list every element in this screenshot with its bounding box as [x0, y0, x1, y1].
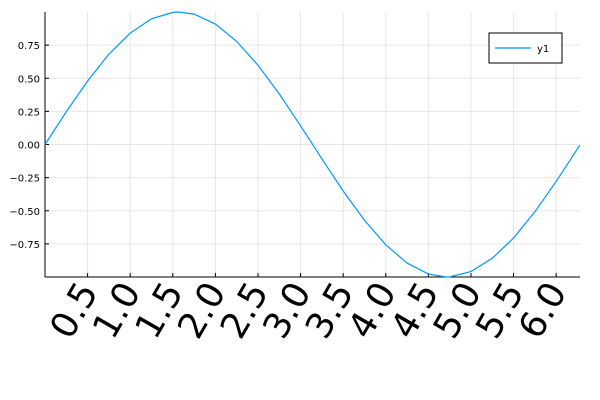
series-line-y1: [44, 11, 581, 278]
y-tick-label: 0.25: [18, 107, 40, 118]
x-tick-label: 6.0: [511, 276, 575, 346]
legend: y1: [488, 32, 563, 64]
x-tick-labels: 0.51.01.52.02.53.03.54.04.55.05.56.0: [43, 276, 576, 346]
y-tick-label: 0.75: [18, 41, 40, 52]
y-tick-label: −0.50: [9, 207, 40, 218]
y-tick-label: −0.25: [9, 174, 40, 185]
y-tick-labels: 0.75 0.50 0.25 0.00 −0.25 −0.50 −0.75: [9, 41, 40, 251]
y-tick-label: 0.50: [18, 74, 40, 85]
y-tick-label: −0.75: [9, 240, 40, 251]
legend-label: y1: [537, 44, 549, 55]
y-tick-label: 0.00: [18, 141, 40, 152]
series-layer: [44, 11, 581, 278]
